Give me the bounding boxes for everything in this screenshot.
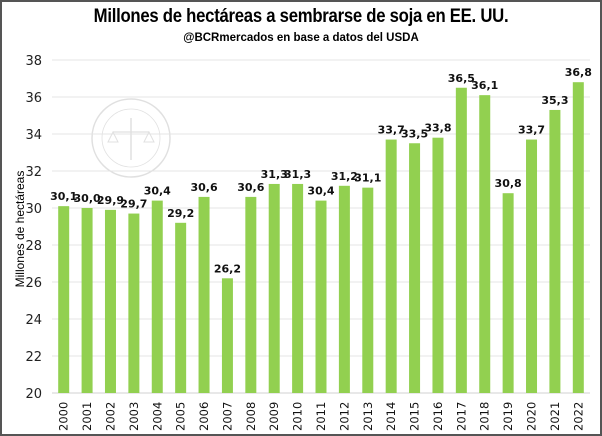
bar <box>315 200 327 393</box>
x-tick-label: 2009 <box>267 402 281 431</box>
watermark-logo <box>91 98 171 178</box>
data-label: 36,8 <box>565 66 592 79</box>
bar <box>268 183 280 393</box>
bar <box>58 206 70 393</box>
bar <box>549 109 561 393</box>
data-label: 29,9 <box>97 194 124 207</box>
data-label: 30,8 <box>495 177 522 190</box>
chart-subtitle: @BCRmercados en base a datos del USDA <box>183 32 419 44</box>
bar <box>104 209 116 393</box>
bar <box>362 187 374 393</box>
data-label: 31,3 <box>261 168 288 181</box>
bar <box>128 213 140 393</box>
data-label: 29,7 <box>120 198 147 211</box>
data-label: 36,1 <box>471 79 498 92</box>
data-label: 31,2 <box>331 170 358 183</box>
bar <box>175 222 187 393</box>
data-label: 30,6 <box>190 181 217 194</box>
x-tick-label: 2019 <box>501 402 515 431</box>
data-label: 35,3 <box>541 94 568 107</box>
x-tick-label: 2008 <box>244 402 258 431</box>
x-tick-label: 2013 <box>361 402 375 431</box>
bar <box>292 183 304 393</box>
y-tick-label: 26 <box>25 276 42 291</box>
bar <box>151 200 163 393</box>
x-tick-label: 2020 <box>525 402 539 431</box>
x-tick-label: 2010 <box>291 402 305 431</box>
x-tick-label: 2018 <box>478 402 492 431</box>
y-tick-label: 38 <box>25 54 42 69</box>
x-tick-label: 2021 <box>548 402 562 431</box>
x-tick-label: 2015 <box>408 402 422 431</box>
bar <box>385 139 397 393</box>
bar <box>455 87 467 393</box>
y-tick-label: 30 <box>25 202 42 217</box>
data-label: 30,6 <box>237 181 264 194</box>
bar <box>502 193 514 393</box>
y-tick-label: 24 <box>25 313 42 328</box>
x-tick-label: 2017 <box>454 402 468 431</box>
x-tick-label: 2001 <box>80 402 94 431</box>
x-tick-label: 2000 <box>57 402 71 431</box>
data-label: 30,4 <box>144 185 171 198</box>
data-label: 30,1 <box>50 190 77 203</box>
y-tick-label: 20 <box>25 387 42 402</box>
data-label: 30,4 <box>307 185 334 198</box>
data-label: 30,0 <box>74 192 101 205</box>
x-tick-label: 2004 <box>150 402 164 431</box>
x-tick-label: 2014 <box>384 402 398 431</box>
x-tick-label: 2016 <box>431 402 445 431</box>
bar <box>221 278 233 393</box>
x-tick-label: 2012 <box>337 402 351 431</box>
bar <box>81 208 93 393</box>
bar <box>245 196 257 393</box>
y-tick-label: 22 <box>25 350 42 365</box>
x-tick-label: 2007 <box>220 402 234 431</box>
y-tick-label: 32 <box>25 165 42 180</box>
bar <box>409 143 421 393</box>
x-tick-label: 2011 <box>314 402 328 431</box>
data-label: 33,5 <box>401 127 428 140</box>
x-tick-label: 2002 <box>103 402 117 431</box>
y-tick-label: 36 <box>25 91 42 106</box>
x-tick-label: 2003 <box>127 402 141 431</box>
bar <box>198 196 210 393</box>
bar <box>572 82 584 393</box>
data-label: 26,2 <box>214 262 241 275</box>
y-tick-label: 28 <box>25 239 42 254</box>
bar <box>479 95 491 394</box>
chart-title: Millones de hectáreas a sembrarse de soj… <box>93 6 509 27</box>
data-label: 33,7 <box>518 124 545 137</box>
data-label: 31,3 <box>284 168 311 181</box>
x-tick-label: 2022 <box>571 402 585 431</box>
bar <box>526 139 538 393</box>
data-label: 33,8 <box>424 122 451 135</box>
y-tick-label: 34 <box>25 128 42 143</box>
x-tick-label: 2005 <box>174 402 188 431</box>
bar <box>432 137 444 393</box>
data-label: 36,5 <box>448 72 475 85</box>
bar <box>338 185 350 393</box>
data-label: 33,7 <box>378 124 405 137</box>
data-label: 29,2 <box>167 207 194 220</box>
x-tick-label: 2006 <box>197 402 211 431</box>
data-label: 31,1 <box>354 172 381 185</box>
